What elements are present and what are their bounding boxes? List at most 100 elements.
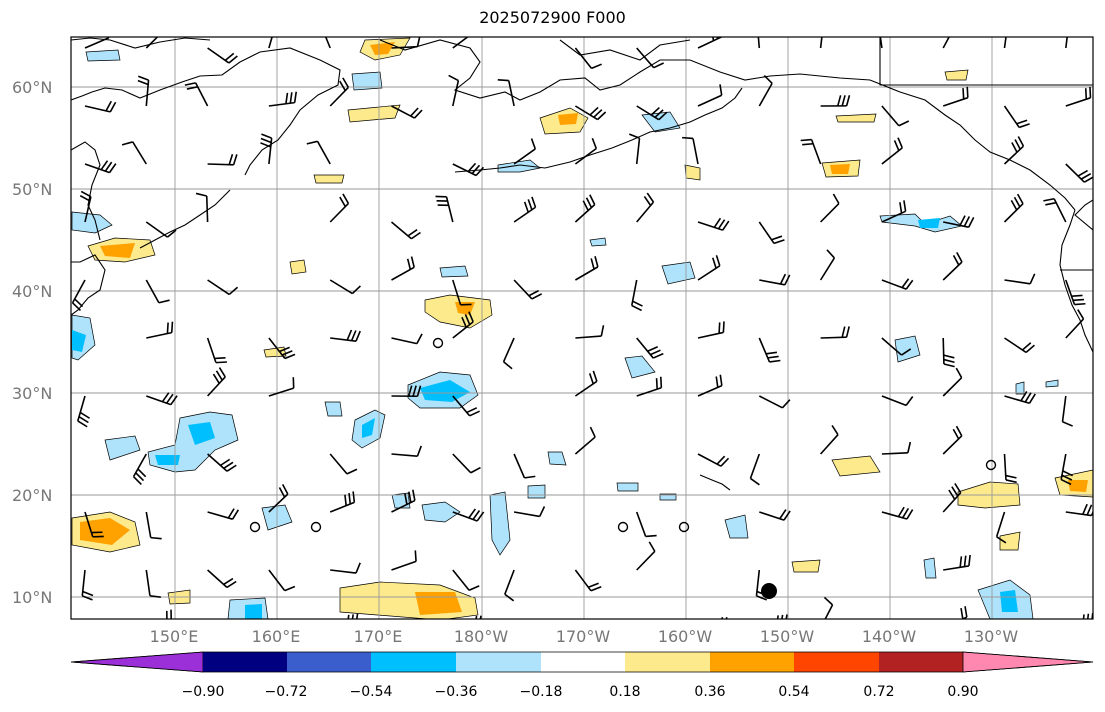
wind-barb (206, 337, 227, 364)
wind-barb (881, 105, 910, 127)
negative-anomaly-region (324, 401, 343, 417)
wind-barb (513, 279, 543, 300)
negative-anomaly-core (72, 330, 86, 352)
wind-barb (329, 193, 350, 223)
wind-barb (391, 37, 421, 49)
wind-barb (1004, 273, 1036, 285)
wind-barb (145, 279, 170, 304)
wind-barb (776, 614, 788, 619)
coastline-russia-east (71, 37, 211, 49)
positive-anomaly-core (80, 518, 130, 545)
colorbar-tick-label: 0.36 (694, 684, 726, 700)
wind-barb (137, 75, 150, 107)
wind-barb (1003, 136, 1025, 165)
wind-barb (758, 75, 773, 107)
wind-barb (636, 541, 656, 571)
wind-barb (758, 221, 785, 245)
lat-label: 40°N (12, 282, 53, 301)
wind-barb (942, 37, 950, 49)
negative-anomaly-region (547, 451, 567, 466)
lon-label: 170°E (353, 627, 403, 646)
wind-barb (329, 279, 361, 295)
negative-anomaly-core (420, 380, 470, 402)
wind-barb (1065, 309, 1085, 339)
wind-barb (1065, 503, 1093, 517)
wind-barb (636, 337, 664, 359)
colorbar-tick-label: −0.18 (519, 684, 563, 700)
wind-barb (697, 255, 721, 281)
wind-barb (697, 453, 730, 467)
lat-label: 50°N (12, 180, 53, 199)
negative-anomaly-region (659, 493, 677, 501)
wind-barb (574, 256, 599, 281)
positive-anomaly-region (347, 104, 401, 123)
lat-label: 10°N (12, 588, 53, 607)
wind-barb (329, 77, 350, 107)
colorbar-tick-label: 0.90 (947, 684, 979, 700)
wind-barb (1003, 37, 1007, 49)
colorbar-tick-label: −0.54 (349, 684, 393, 700)
colorbar-tick-label: 0.72 (863, 684, 895, 700)
wind-barb (942, 251, 963, 281)
wind-barb (636, 376, 663, 397)
wind-barb (820, 95, 851, 107)
wind-barb (574, 137, 598, 165)
wind-barb (819, 37, 823, 49)
wind-barb (448, 74, 460, 107)
wind-barb (823, 596, 834, 619)
coastline-alaska-north (559, 39, 691, 61)
wind-barb (324, 37, 331, 49)
wind-barb (347, 613, 359, 619)
wind-barb (195, 192, 209, 223)
coastline-alaska-west (379, 39, 1076, 211)
wind-barb (145, 511, 162, 540)
wind-barb (84, 160, 117, 174)
wind-barb (268, 377, 295, 397)
calm-circle (249, 521, 261, 533)
lon-label: 150°W (759, 627, 815, 646)
positive-anomaly-core (100, 243, 135, 258)
wind-barb (391, 333, 423, 345)
wind-barb (85, 628, 114, 645)
wind-barb (452, 311, 474, 339)
wind-barb (574, 194, 596, 223)
wind-barb (513, 138, 537, 165)
wind-barb (513, 196, 537, 223)
wind-barb (1065, 37, 1069, 49)
wind-barb (1003, 193, 1024, 223)
colorbar-swatch (625, 652, 710, 672)
location-marker (761, 583, 777, 599)
wind-barb (502, 337, 515, 370)
wind-barb (306, 140, 331, 165)
wind-barb (207, 569, 237, 589)
positive-anomaly-region (289, 259, 307, 275)
positive-anomaly-core (1068, 480, 1088, 492)
colorbar-swatch (456, 652, 541, 672)
wind-barb (942, 483, 962, 513)
wind-barb (452, 395, 480, 417)
anomaly-shading (71, 37, 1093, 619)
positive-anomaly-region (313, 174, 345, 184)
negative-anomaly-region (439, 265, 469, 278)
calm-circle (310, 521, 322, 533)
wind-barb (1061, 395, 1073, 427)
negative-anomaly-region (1045, 379, 1059, 388)
negative-anomaly-region (497, 159, 541, 173)
negative-anomaly-core (155, 455, 180, 465)
wind-barb (1065, 163, 1093, 183)
wind-barb (1065, 279, 1086, 306)
positive-anomaly-region (835, 113, 877, 123)
wind-barb (329, 453, 358, 475)
negative-anomaly-region (923, 557, 937, 579)
lon-label: 140°W (861, 627, 917, 646)
wind-barb (682, 136, 699, 165)
positive-anomaly-region (999, 531, 1021, 551)
wind-barb (1004, 391, 1036, 405)
negative-anomaly-region (724, 514, 749, 539)
colorbar-extend-min (70, 651, 204, 673)
wind-barb (636, 192, 655, 223)
wind-barb (820, 326, 850, 339)
wind-barb (391, 256, 415, 281)
wind-barb (1082, 612, 1093, 619)
wind-barb (329, 491, 356, 513)
